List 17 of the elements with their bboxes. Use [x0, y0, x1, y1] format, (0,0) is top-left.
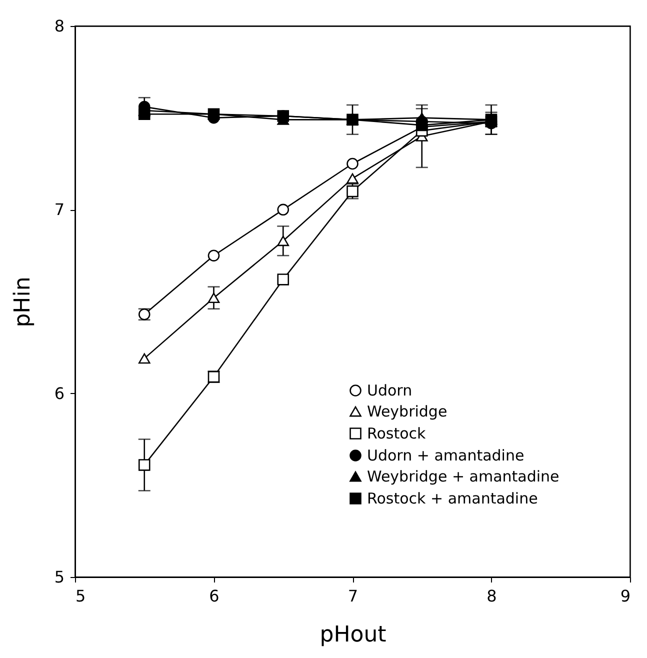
x-tick-label: 6 [209, 586, 220, 606]
legend-label: Rostock + amantadine [367, 490, 538, 508]
y-tick-label: 6 [54, 384, 64, 403]
x-tick-label: 5 [76, 586, 86, 606]
y-tick-label: 5 [54, 568, 64, 586]
legend-label: Rostock [367, 424, 426, 442]
legend-label: Weybridge + amantadine [367, 468, 560, 486]
x-axis-title: pHout [320, 622, 387, 648]
y-axis-title: pHin [10, 276, 36, 328]
x-tick-label: 9 [620, 586, 630, 606]
x-tick-label: 7 [348, 586, 358, 606]
y-tick-label: 8 [54, 16, 64, 36]
y-tick-label: 7 [54, 200, 64, 220]
legend-label: Weybridge [367, 402, 448, 420]
x-tick-label: 8 [486, 586, 497, 606]
legend-label: Udorn [367, 382, 412, 400]
legend-label: Udorn + amantadine [367, 446, 524, 464]
